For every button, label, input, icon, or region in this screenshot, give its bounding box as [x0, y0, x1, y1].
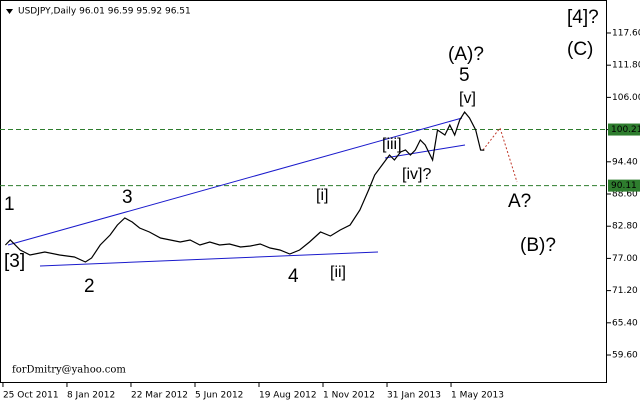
wave-label: [3]: [4, 251, 25, 272]
y-tick-label: 82.80: [612, 222, 638, 232]
forecast-line: [482, 126, 518, 183]
y-tick-label: 77.00: [612, 254, 638, 264]
menu-triangle[interactable]: [6, 9, 13, 14]
wave-label: [v]: [459, 90, 476, 107]
x-tick-label: 1 Nov 2012: [323, 391, 375, 401]
y-tick-label: 88.60: [612, 189, 638, 199]
y-tick-label: 71.20: [612, 286, 638, 296]
x-tick-label: 5 Jun 2012: [195, 391, 243, 401]
wave-label: (C): [567, 39, 593, 60]
trend-line: [39, 251, 379, 267]
y-tick-label: 111.80: [612, 61, 640, 71]
chart-title: USDJPY,Daily 96.01 96.59 95.92 96.51: [18, 7, 191, 17]
plot-frame: [0, 0, 607, 383]
wave-label: [iii]: [382, 136, 402, 153]
wave-label: (B)?: [520, 235, 556, 256]
x-tick-label: 25 Oct 2011: [3, 391, 59, 401]
wave-label: 4: [288, 266, 299, 287]
x-tick-label: 8 Jan 2012: [67, 391, 115, 401]
y-tick-label: 59.60: [612, 351, 638, 361]
x-tick-label: 19 Aug 2012: [259, 391, 317, 401]
wave-label: A?: [508, 191, 531, 212]
watermark: forDmitry@yahoo.com: [12, 365, 126, 376]
trend-line: [7, 117, 463, 246]
level-label: 90.11: [611, 181, 637, 191]
wave-label: 2: [84, 276, 95, 297]
wave-label: (A)?: [448, 44, 484, 65]
wave-label: 1: [4, 194, 15, 215]
level-badge: [608, 179, 640, 192]
wave-label: [iv]?: [402, 166, 431, 183]
y-tick-label: 117.60: [612, 28, 640, 38]
wave-label: 3: [122, 187, 133, 208]
price-line: [4, 110, 485, 263]
wave-label: [4]?: [567, 7, 599, 28]
wave-label: [ii]: [330, 264, 346, 281]
wave-label: [i]: [316, 187, 328, 204]
level-badge: [608, 123, 640, 136]
y-tick-label: 65.40: [612, 318, 638, 328]
y-tick-label: 106.00: [612, 93, 640, 103]
level-label: 100.21: [611, 125, 640, 135]
x-tick-label: 1 May 2013: [451, 391, 504, 401]
y-tick-label: 94.40: [612, 157, 638, 167]
wave-label: 5: [459, 65, 470, 86]
x-tick-label: 22 Mar 2012: [131, 391, 188, 401]
x-tick-label: 31 Jan 2013: [387, 391, 441, 401]
